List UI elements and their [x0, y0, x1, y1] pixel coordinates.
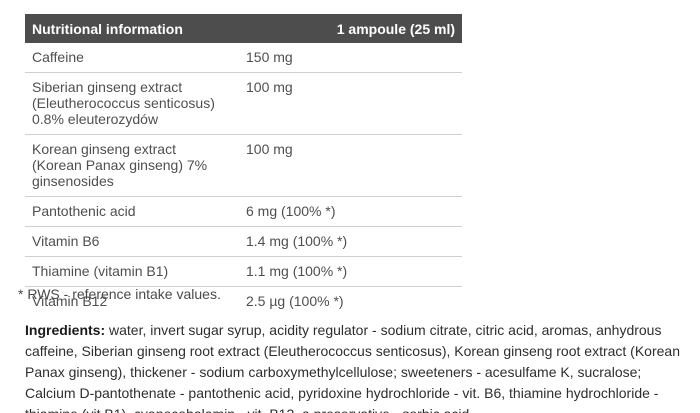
nutrient-subtext: (Eleutherococcus senticosus) 0.8% eleute… [32, 95, 215, 127]
table-row: Thiamine (vitamin B1) 1.1 mg (100% *) [25, 257, 462, 287]
nutrient-value: 1.1 mg (100% *) [246, 263, 348, 279]
nutrient-name-cell: Siberian ginseng extract (Eleutherococcu… [32, 79, 246, 127]
table-header-title: Nutritional information [32, 20, 183, 37]
nutrient-value: 6 mg (100% *) [246, 203, 336, 219]
table-row: Vitamin B6 1.4 mg (100% *) [25, 227, 462, 257]
nutrient-name-cell: Vitamin B12 [32, 293, 246, 309]
nutrient-value: 100 mg [246, 79, 293, 95]
table-row: Korean ginseng extract (Korean Panax gin… [25, 135, 462, 197]
nutrient-name: Vitamin B6 [32, 233, 100, 249]
table-body: Caffeine 150 mg Siberian ginseng extract… [25, 43, 462, 316]
nutrient-name-cell: Korean ginseng extract (Korean Panax gin… [32, 141, 246, 189]
nutrient-name: Siberian ginseng extract [32, 79, 183, 95]
nutrient-name-cell: Caffeine [32, 49, 246, 65]
nutrient-name-cell: Pantothenic acid [32, 203, 246, 219]
ingredients-text: water, invert sugar syrup, acidity regul… [25, 322, 680, 413]
nutrient-value: 2.5 µg (100% *) [246, 293, 344, 309]
ingredients-paragraph: Ingredients: water, invert sugar syrup, … [25, 320, 695, 413]
table-row: Pantothenic acid 6 mg (100% *) [25, 197, 462, 227]
table-row: Vitamin B12 2.5 µg (100% *) [25, 287, 462, 316]
nutrient-name: Vitamin B12 [32, 293, 108, 309]
nutrient-subtext: (Korean Panax ginseng) 7% ginsenosides [32, 157, 208, 189]
nutrient-name: Pantothenic acid [32, 203, 136, 219]
footnote: * RWS - reference intake values. [18, 286, 221, 302]
table-row: Siberian ginseng extract (Eleutherococcu… [25, 73, 462, 135]
table-header-serving: 1 ampoule (25 ml) [336, 20, 455, 37]
nutrient-name-cell: Vitamin B6 [32, 233, 246, 249]
nutrient-name: Korean ginseng extract [32, 141, 176, 157]
nutrient-value: 100 mg [246, 141, 293, 157]
ingredients-label: Ingredients: [25, 322, 106, 338]
table-header: Nutritional information 1 ampoule (25 ml… [25, 14, 462, 43]
nutrient-value: 1.4 mg (100% *) [246, 233, 348, 249]
nutrient-value: 150 mg [246, 49, 293, 65]
nutrient-name-cell: Thiamine (vitamin B1) [32, 263, 246, 279]
table-row: Caffeine 150 mg [25, 43, 462, 73]
nutrient-name: Thiamine (vitamin B1) [32, 263, 169, 279]
nutrition-table: Nutritional information 1 ampoule (25 ml… [25, 14, 462, 316]
nutrient-name: Caffeine [32, 49, 84, 65]
